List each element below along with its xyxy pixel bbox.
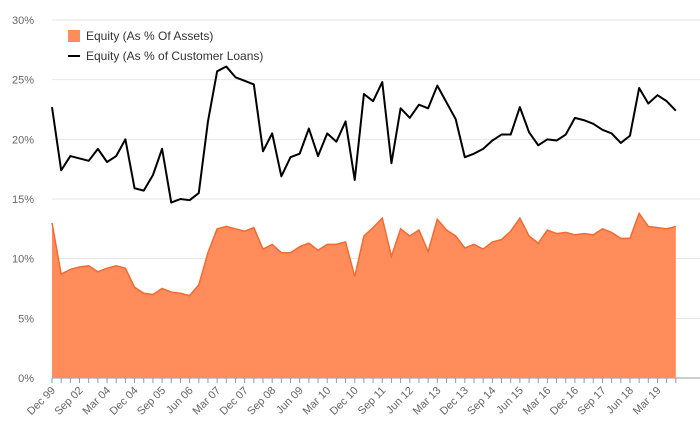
x-tick-label: Sep 05 [135,385,168,418]
x-tick-label: Sep 17 [575,385,608,418]
x-tick-label: Mar 04 [80,385,113,418]
legend-label: Equity (As % Of Assets) [86,29,213,43]
x-tick-label: Sep 02 [52,385,85,418]
x-tick-label: Dec 16 [548,385,581,418]
x-tick-label: Jun 09 [274,385,306,417]
y-tick-label: 20% [12,134,34,146]
x-tick-label: Dec 04 [108,385,141,418]
y-tick-label: 0% [18,373,34,385]
x-tick-label: Jun 18 [604,385,636,417]
y-tick-label: 25% [12,75,34,87]
y-tick-label: 30% [12,15,34,27]
x-tick-label: Dec 07 [218,385,251,418]
x-tick-label: Sep 08 [245,385,278,418]
x-tick-label: Mar 13 [411,385,444,418]
x-tick-label: Mar 19 [631,385,664,418]
legend-label: Equity (As % of Customer Loans) [86,49,263,63]
line-series-layer [51,65,677,204]
x-tick-label: Mar 10 [301,385,334,418]
x-tick-label: Dec 13 [438,385,471,418]
x-tick-label: Dec 10 [328,385,361,418]
x-tick-label: Jun 12 [384,385,416,417]
x-tick-label: Sep 14 [465,385,498,418]
legend: Equity (As % Of Assets) Equity (As % of C… [68,29,263,63]
x-tick-label: Dec 99 [25,385,58,418]
x-tick-label: Mar 16 [521,385,554,418]
y-tick-label: 10% [12,254,34,266]
x-tick-label: Mar 07 [191,385,224,418]
x-tick-label: Sep 11 [356,385,389,418]
line-series [51,65,677,204]
x-tick-label: Jun 15 [494,385,526,417]
area-series-layer [51,211,677,378]
y-tick-label: 5% [18,313,34,325]
legend-swatch-assets [68,30,80,42]
x-tick-label: Jun 06 [164,385,196,417]
area-series-edge [51,211,677,297]
y-tick-label: 15% [12,194,34,206]
